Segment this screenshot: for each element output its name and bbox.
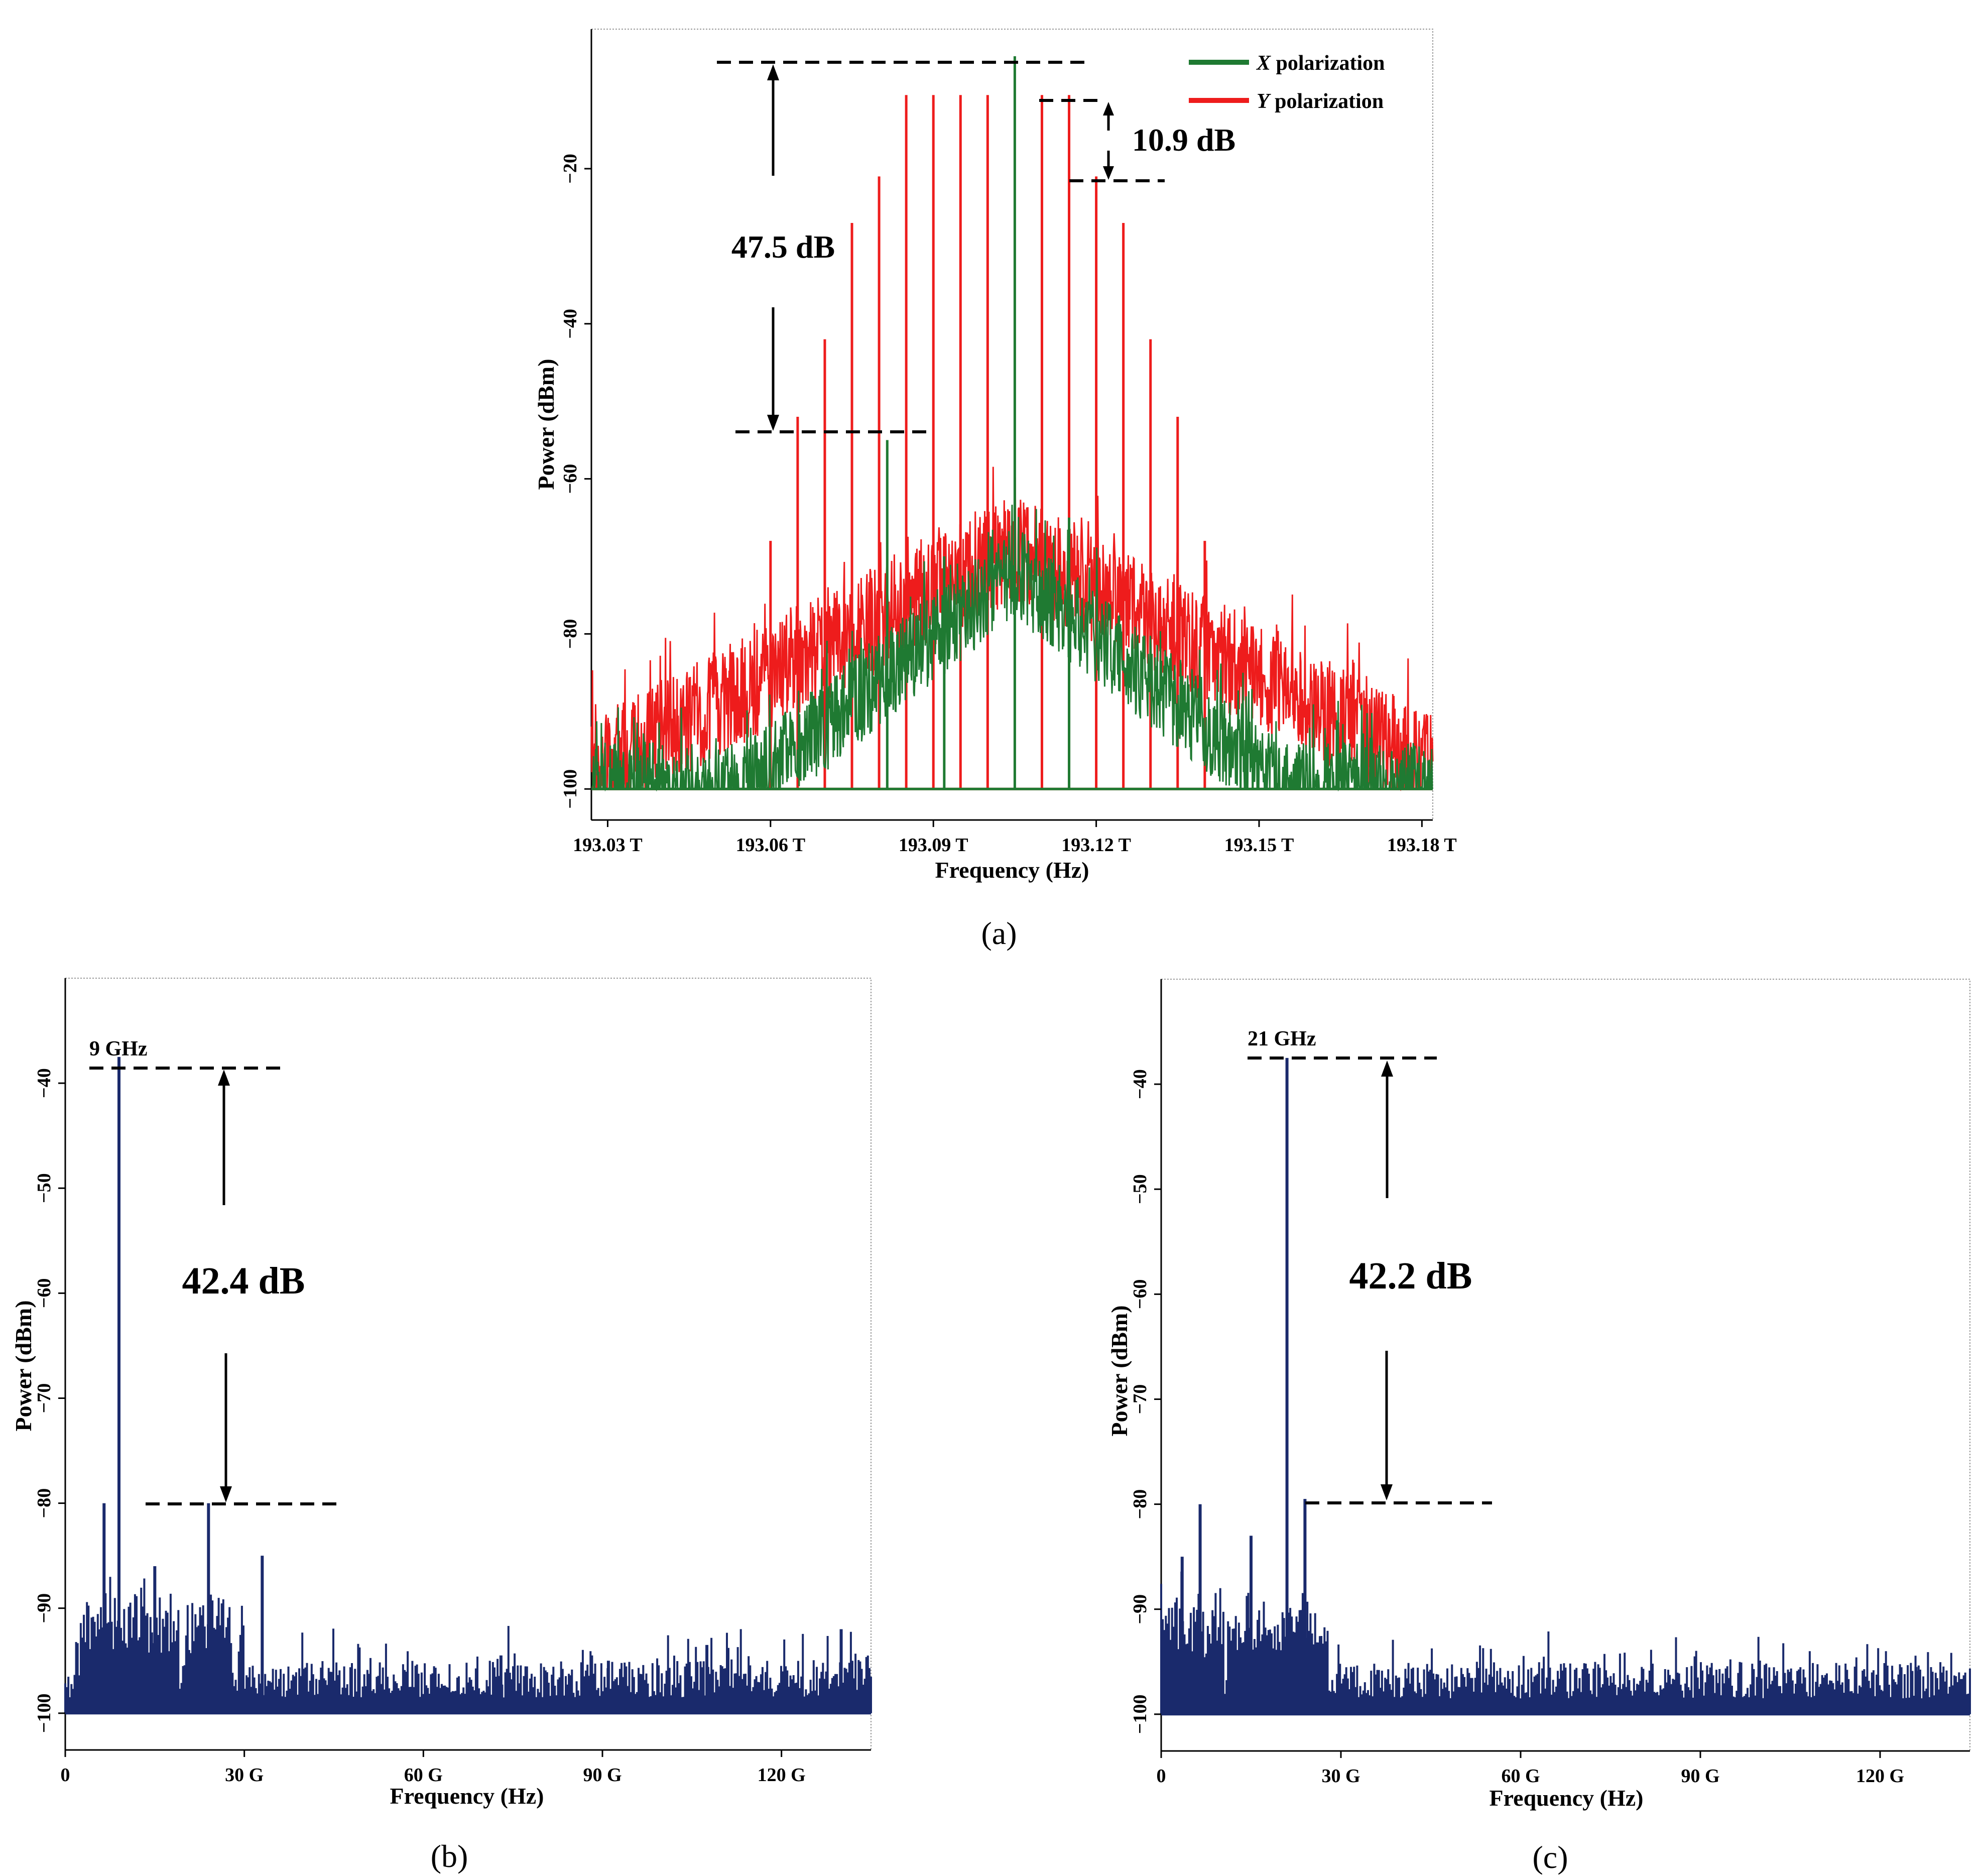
panel-a-y-axis-label: Power (dBm) [533, 359, 559, 490]
panel-c-x-tick-label: 120 G [1856, 1766, 1904, 1787]
panel-c-y-tick-label: −60 [1130, 1279, 1151, 1310]
panel-b-y-tick-label: −50 [34, 1173, 55, 1203]
panel-b-ticks: 0 30 G 60 G 90 G 120 G −40 −50 −60 −70 −80 −90 −100 [34, 1068, 806, 1786]
panel-a-x-tick-label: 193.12 T [1061, 835, 1131, 856]
legend-y-polarization: Y polarization [1257, 90, 1384, 113]
panel-b-x-tick-label: 90 G [583, 1765, 622, 1786]
panel-a-y-tick-label: −100 [560, 769, 581, 809]
annotation-10-9-db: 10.9 dB [1039, 99, 1235, 182]
svg-text:47.5 dB: 47.5 dB [731, 229, 835, 265]
panel-b-caption: (b) [431, 1838, 468, 1874]
panel-a-spectra [590, 56, 1434, 792]
panel-c-ticks: 0 30 G 60 G 90 G 120 G −40 −50 −60 −70 −80 −90 −100 [1130, 1069, 1904, 1787]
panel-c-x-axis-label: Frequency (Hz) [1489, 1785, 1643, 1811]
panel-c-y-axis-label: Power (dBm) [1106, 1305, 1132, 1436]
svg-text:42.2 dB: 42.2 dB [1349, 1255, 1472, 1297]
panel-b-y-axis-label: Power (dBm) [11, 1300, 36, 1431]
panel-a-legend: X polarization Y polarization [1189, 52, 1385, 113]
panel-c-x-tick-label: 0 [1157, 1766, 1166, 1787]
panel-c-y-tick-label: −100 [1130, 1694, 1151, 1734]
annotation-47-5-db: 47.5 dB [717, 61, 1084, 433]
panel-b-y-tick-label: −70 [34, 1383, 55, 1414]
panel-b-y-tick-label: −90 [34, 1593, 55, 1623]
panel-a-x-tick-label: 193.18 T [1387, 835, 1457, 856]
panel-c-y-tick-label: −70 [1130, 1384, 1151, 1415]
svg-text:10.9 dB: 10.9 dB [1132, 122, 1235, 158]
panel-b-spectrum [64, 1057, 872, 1715]
panel-c-spectrum [1160, 1058, 1971, 1716]
annotation-42-2-db: 42.2 dB [1248, 1057, 1492, 1504]
panel-a-x-tick-label: 193.09 T [899, 835, 968, 856]
panel-c-peak-label: 21 GHz [1248, 1027, 1316, 1050]
panel-c-x-tick-label: 60 G [1501, 1766, 1540, 1787]
annotation-42-4-db: 42.4 dB [89, 1067, 336, 1505]
panel-b-peak-label: 9 GHz [89, 1037, 147, 1061]
panel-a-x-tick-label: 193.15 T [1224, 835, 1294, 856]
panel-a-y-tick-label: −60 [560, 464, 581, 494]
panel-b-x-tick-label: 0 [61, 1765, 70, 1786]
panel-b-x-axis-label: Frequency (Hz) [390, 1783, 544, 1809]
panel-c-x-tick-label: 30 G [1321, 1766, 1360, 1787]
panel-a-chart: 193.03 T 193.06 T 193.09 T 193.12 T 193.15 T… [533, 29, 1457, 951]
panel-b-x-tick-label: 60 G [404, 1765, 443, 1786]
panel-a-y-tick-label: −80 [560, 619, 581, 649]
panel-a-y-tick-label: −20 [560, 154, 581, 184]
panel-c-x-tick-label: 90 G [1681, 1766, 1719, 1787]
panel-a-x-tick-label: 193.03 T [573, 835, 643, 856]
panel-b-x-tick-label: 30 G [225, 1765, 264, 1786]
panel-a-x-tick-label: 193.06 T [735, 835, 805, 856]
panel-b-chart: 0 30 G 60 G 90 G 120 G −40 −50 −60 −70 −80 −90 −100… [11, 978, 872, 1874]
panel-b-y-tick-label: −60 [34, 1278, 55, 1309]
svg-text:42.4 dB: 42.4 dB [182, 1260, 305, 1302]
panel-a-x-axis-label: Frequency (Hz) [935, 857, 1089, 883]
panel-a-ticks: 193.03 T 193.06 T 193.09 T 193.12 T 193.15 T… [560, 154, 1457, 856]
panel-b-x-tick-label: 120 G [758, 1765, 806, 1786]
panel-b-y-tick-label: −80 [34, 1488, 55, 1518]
panel-c-y-tick-label: −80 [1130, 1489, 1151, 1519]
legend-x-polarization: X polarization [1256, 52, 1385, 75]
panel-c-caption: (c) [1532, 1839, 1568, 1875]
panel-c-y-tick-label: −40 [1130, 1069, 1151, 1099]
panel-a-caption: (a) [981, 915, 1017, 951]
panel-c-y-tick-label: −50 [1130, 1174, 1151, 1204]
panel-b-y-tick-label: −100 [34, 1693, 55, 1733]
panel-c-y-tick-label: −90 [1130, 1594, 1151, 1624]
panel-b-y-tick-label: −40 [34, 1068, 55, 1098]
panel-a-y-tick-label: −40 [560, 309, 581, 339]
x-polarization-noise-trace [591, 505, 1434, 792]
panel-c-chart: 0 30 G 60 G 90 G 120 G −40 −50 −60 −70 −80 −90 −100… [1106, 979, 1971, 1875]
